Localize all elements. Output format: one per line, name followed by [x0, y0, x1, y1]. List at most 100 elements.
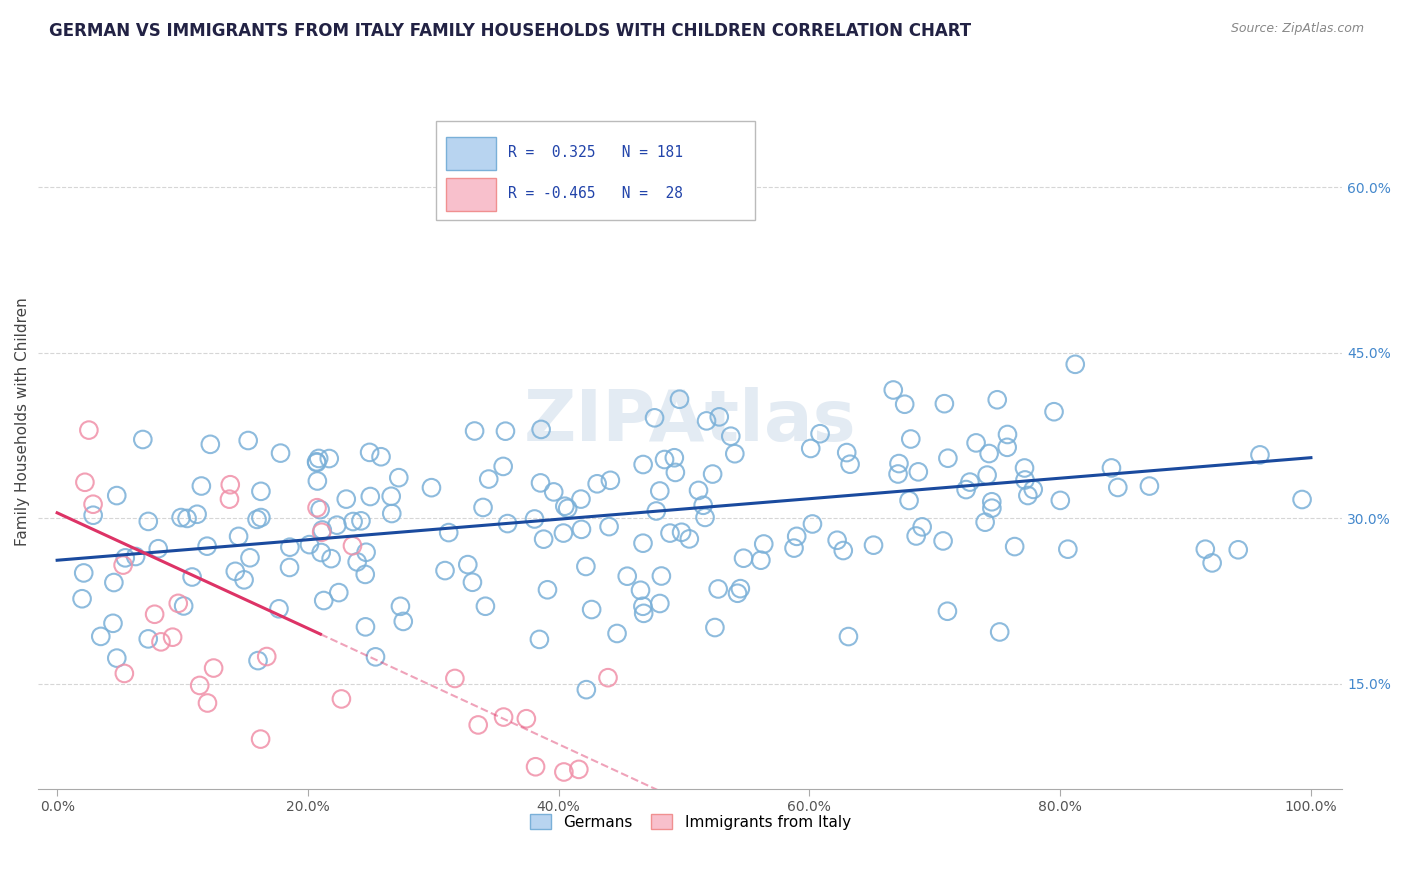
Point	[557, 501, 579, 516]
Point	[1014, 473, 1036, 487]
FancyBboxPatch shape	[436, 121, 755, 220]
Point	[980, 495, 1002, 509]
Point	[832, 543, 855, 558]
Text: R = -0.465   N =  28: R = -0.465 N = 28	[508, 186, 683, 202]
Point	[200, 437, 222, 451]
Point	[186, 508, 208, 522]
Point	[474, 599, 496, 614]
Point	[354, 620, 377, 634]
Point	[633, 607, 655, 621]
Point	[305, 456, 328, 470]
Point	[105, 651, 128, 665]
Point	[887, 467, 910, 481]
Point	[478, 472, 501, 486]
Point	[644, 410, 666, 425]
Point	[959, 475, 981, 489]
Point	[709, 409, 731, 424]
Point	[247, 654, 270, 668]
Point	[70, 591, 93, 606]
Point	[467, 718, 489, 732]
Point	[1056, 542, 1078, 557]
Point	[988, 624, 1011, 639]
Point	[1227, 542, 1250, 557]
Point	[190, 479, 212, 493]
Point	[359, 445, 381, 459]
Point	[311, 523, 333, 537]
Point	[783, 541, 806, 555]
Point	[342, 515, 364, 529]
Point	[492, 710, 515, 724]
Point	[887, 457, 910, 471]
Point	[976, 468, 998, 483]
Point	[239, 550, 262, 565]
Point	[73, 475, 96, 490]
Point	[392, 615, 415, 629]
Point	[1139, 479, 1161, 493]
Point	[631, 536, 654, 550]
Point	[581, 602, 603, 616]
Point	[596, 671, 619, 685]
Point	[457, 558, 479, 572]
Text: R =  0.325   N = 181: R = 0.325 N = 181	[508, 145, 683, 161]
Point	[882, 383, 904, 397]
Point	[529, 475, 551, 490]
Point	[354, 545, 377, 559]
Point	[359, 490, 381, 504]
Point	[1022, 483, 1045, 497]
Point	[650, 569, 672, 583]
Point	[492, 459, 515, 474]
Point	[995, 440, 1018, 454]
Point	[533, 532, 555, 546]
Point	[326, 518, 349, 533]
Point	[837, 630, 859, 644]
Point	[733, 551, 755, 566]
Point	[321, 551, 343, 566]
Point	[1017, 489, 1039, 503]
Point	[307, 500, 329, 515]
Point	[381, 507, 404, 521]
Point	[173, 599, 195, 613]
Point	[170, 510, 193, 524]
Point	[82, 497, 104, 511]
Point	[598, 519, 620, 533]
Point	[389, 599, 412, 614]
Point	[586, 476, 609, 491]
Point	[472, 500, 495, 515]
Point	[1043, 405, 1066, 419]
FancyBboxPatch shape	[447, 178, 496, 211]
Point	[702, 467, 724, 481]
Point	[246, 512, 269, 526]
Point	[136, 515, 159, 529]
Point	[554, 500, 576, 514]
Point	[671, 525, 693, 540]
Point	[112, 558, 135, 573]
Point	[749, 553, 772, 567]
Point	[965, 436, 987, 450]
Point	[73, 566, 96, 580]
Point	[370, 450, 392, 464]
Point	[1064, 357, 1087, 371]
Point	[312, 593, 335, 607]
Point	[1004, 540, 1026, 554]
Point	[1291, 492, 1313, 507]
Point	[311, 525, 333, 540]
Point	[90, 629, 112, 643]
Point	[149, 635, 172, 649]
Point	[668, 392, 690, 407]
Point	[308, 451, 330, 466]
Point	[599, 473, 621, 487]
Point	[659, 526, 682, 541]
Point	[444, 672, 467, 686]
Point	[249, 732, 271, 747]
Point	[720, 429, 742, 443]
Point	[835, 445, 858, 459]
Point	[354, 567, 377, 582]
Point	[434, 564, 457, 578]
Point	[298, 538, 321, 552]
Point	[664, 450, 686, 465]
Point	[1194, 542, 1216, 557]
Point	[176, 511, 198, 525]
Point	[515, 712, 537, 726]
Point	[568, 763, 591, 777]
Point	[364, 649, 387, 664]
